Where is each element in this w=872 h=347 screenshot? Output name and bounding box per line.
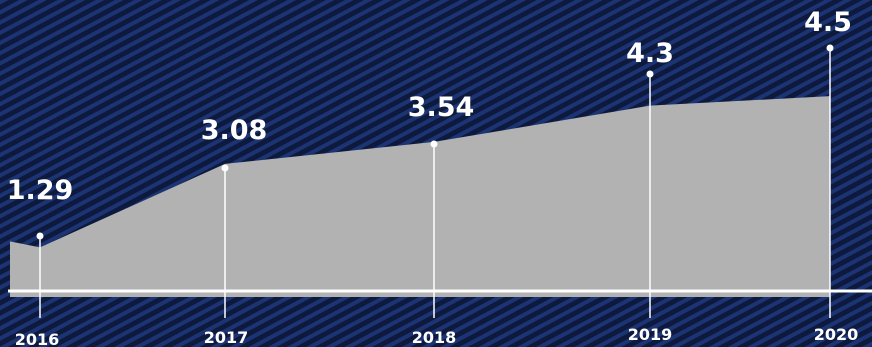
x-tick-label-2017: 2017 <box>204 328 249 347</box>
x-tick-label-2016: 2016 <box>15 330 60 347</box>
value-label-2017: 3.08 <box>201 115 268 146</box>
data-point-2016 <box>36 232 44 240</box>
data-point-2018 <box>430 140 438 148</box>
x-tick-label-2020: 2020 <box>814 325 859 344</box>
value-label-2020: 4.5 <box>804 7 852 38</box>
data-point-2020 <box>826 44 834 52</box>
data-point-2019 <box>646 70 654 78</box>
value-label-2019: 4.3 <box>626 38 674 69</box>
value-label-2018: 3.54 <box>408 92 475 123</box>
data-point-2017 <box>221 164 229 172</box>
value-label-2016: 1.29 <box>7 175 74 206</box>
x-tick-label-2019: 2019 <box>628 325 673 344</box>
area-series <box>10 96 830 297</box>
x-tick-label-2018: 2018 <box>412 328 457 347</box>
